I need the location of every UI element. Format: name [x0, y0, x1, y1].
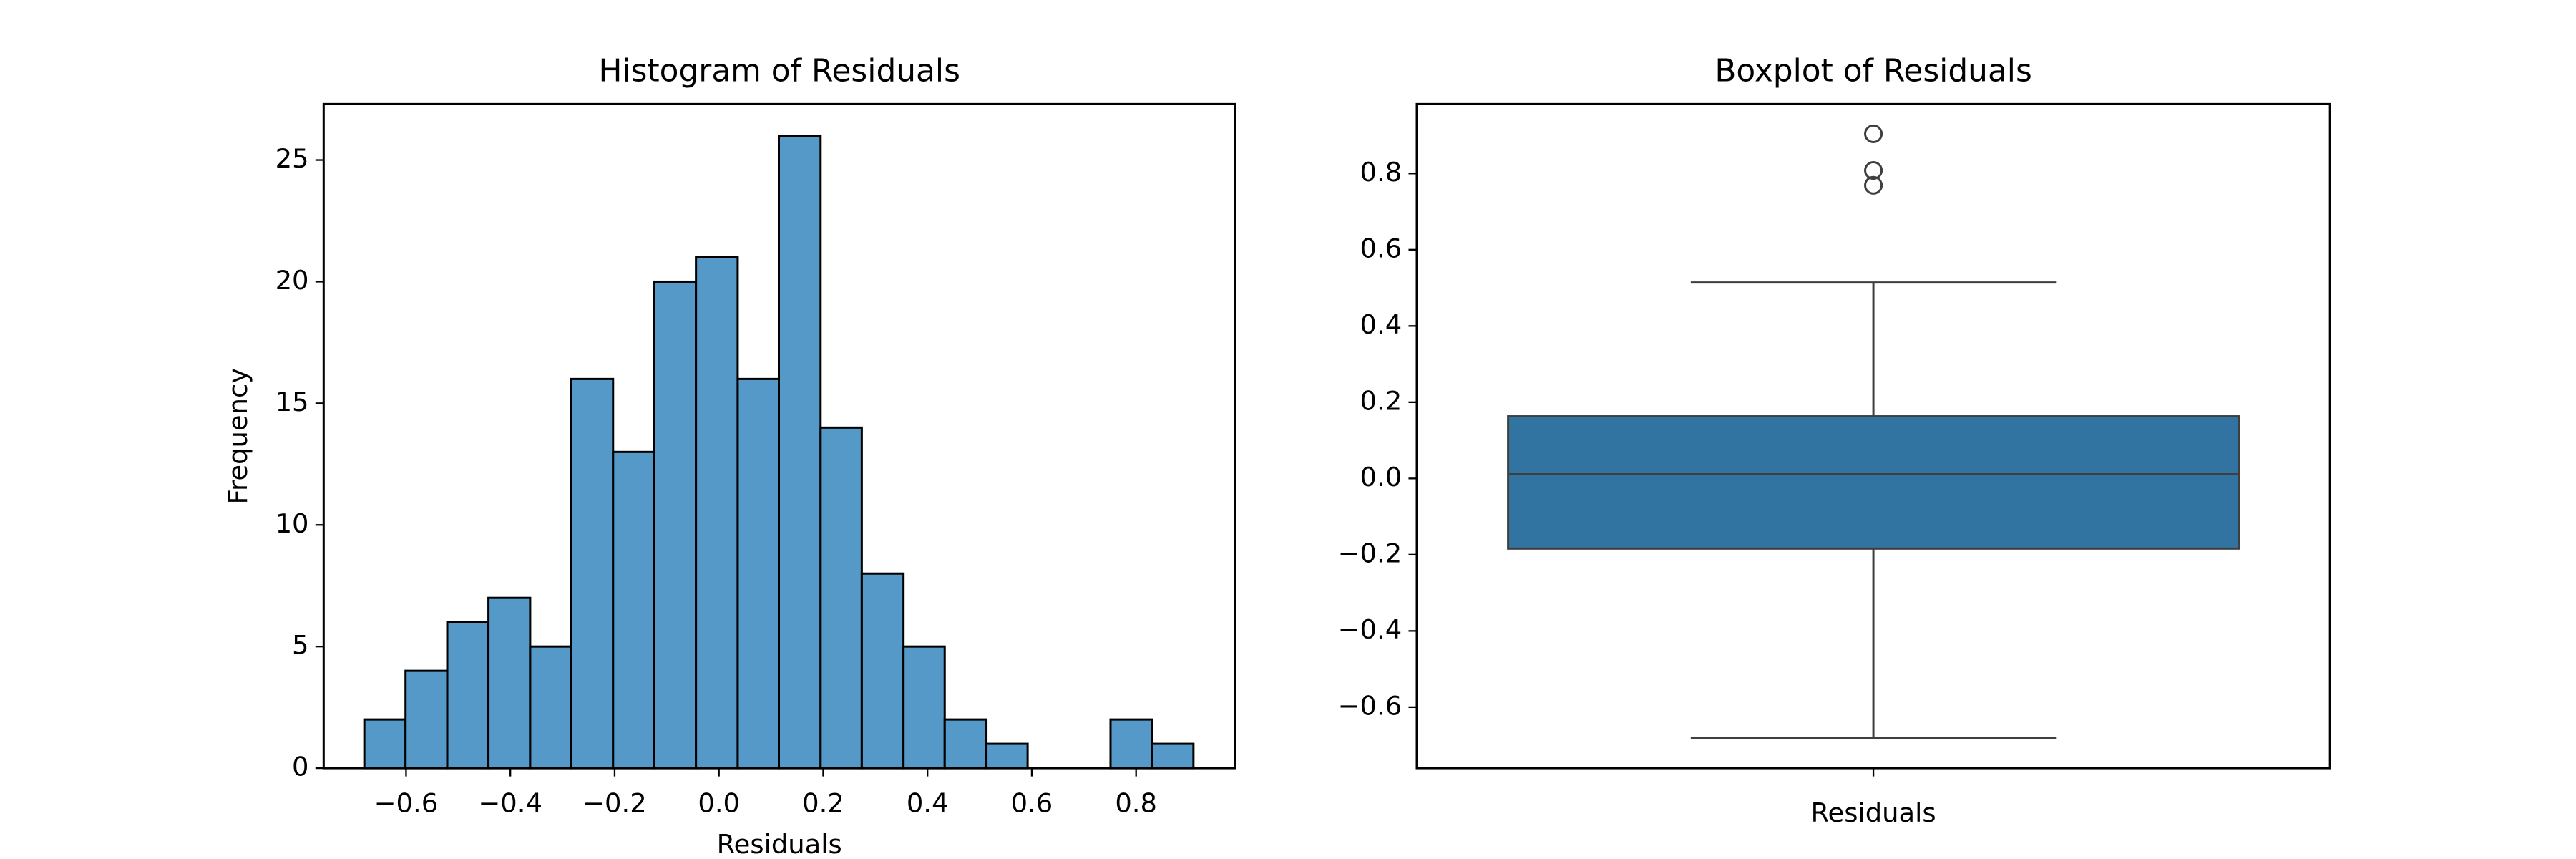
bar: [529, 645, 572, 770]
bar: [778, 135, 822, 770]
y-tick-label: 0.2: [1360, 385, 1402, 416]
axes-frame: [322, 102, 1236, 770]
bar: [404, 669, 449, 770]
x-tick-label: −0.4: [478, 787, 542, 818]
y-tick-label: 15: [275, 387, 309, 417]
y-tick-label: 20: [275, 265, 309, 296]
axes-frame: [1415, 102, 2331, 770]
bar: [695, 256, 739, 770]
bar: [363, 718, 407, 770]
y-tick-label: 25: [275, 143, 309, 174]
y-tick-label: −0.2: [1338, 538, 1402, 568]
bar: [1151, 742, 1195, 770]
y-axis-label: Frequency: [223, 368, 253, 505]
bar: [653, 280, 698, 770]
bar: [612, 450, 655, 770]
x-tick-label: Residuals: [1811, 797, 1936, 828]
outlier: [1864, 161, 1883, 180]
chart-title: Boxplot of Residuals: [1714, 53, 2032, 89]
y-tick-label: −0.4: [1338, 614, 1402, 645]
y-tick-label: 5: [292, 630, 308, 661]
x-tick-label: −0.6: [374, 787, 439, 818]
bar: [943, 718, 988, 770]
x-tick-label: 0.2: [802, 787, 844, 818]
y-tick-label: 0: [292, 752, 308, 782]
x-tick-label: −0.2: [582, 787, 647, 818]
bar: [736, 377, 781, 770]
x-tick-label: 0.8: [1115, 787, 1157, 818]
outlier: [1864, 175, 1883, 195]
y-tick-label: 10: [275, 508, 309, 539]
bar: [819, 426, 863, 770]
x-tick-label: 0.0: [698, 787, 740, 818]
bar: [1109, 718, 1153, 770]
y-tick-label: 0.8: [1360, 157, 1402, 188]
bar: [446, 621, 490, 770]
chart-title: Histogram of Residuals: [599, 53, 960, 89]
bar: [902, 645, 946, 770]
y-tick-label: 0.4: [1360, 309, 1402, 340]
y-tick-label: −0.6: [1338, 690, 1402, 721]
y-tick-label: 0.6: [1360, 233, 1402, 263]
box: [1507, 415, 2240, 550]
y-tick-label: 0.0: [1360, 462, 1402, 492]
outlier: [1864, 124, 1883, 143]
x-tick-label: 0.6: [1011, 787, 1053, 818]
bar: [985, 742, 1029, 770]
bar: [570, 377, 615, 770]
bar: [487, 596, 532, 770]
bar: [860, 572, 905, 770]
x-tick-label: 0.4: [907, 787, 949, 818]
x-axis-label: Residuals: [717, 829, 842, 859]
